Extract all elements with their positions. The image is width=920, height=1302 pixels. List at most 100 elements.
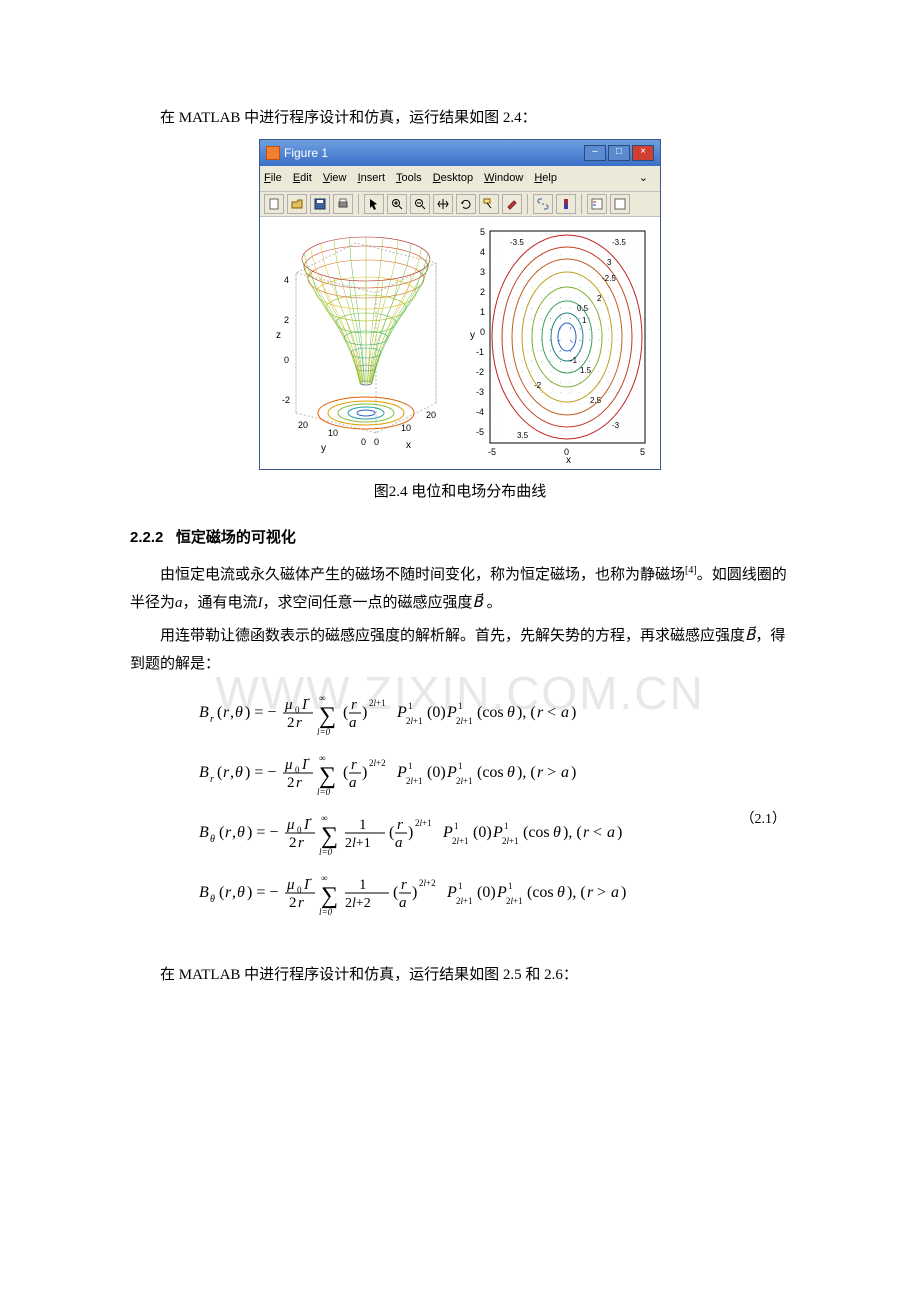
print-icon[interactable]: [333, 194, 353, 214]
svg-text:y: y: [470, 330, 475, 341]
section-number: 2.2.2: [130, 529, 163, 546]
svg-text:μ: μ: [286, 877, 295, 893]
svg-text:-2: -2: [282, 395, 290, 405]
svg-text:-3.5: -3.5: [510, 238, 524, 247]
menu-file[interactable]: File: [264, 172, 282, 184]
svg-text:r: r: [223, 704, 230, 721]
menu-view[interactable]: View: [323, 172, 347, 184]
svg-text:-3.5: -3.5: [612, 238, 626, 247]
svg-text:-2.5: -2.5: [602, 274, 616, 283]
hide-plot-icon[interactable]: [610, 194, 630, 214]
figure-caption: 图2.4 电位和电场分布曲线: [130, 478, 790, 507]
svg-text:r: r: [225, 824, 232, 841]
rotate-icon[interactable]: [456, 194, 476, 214]
svg-text:0: 0: [374, 437, 379, 447]
svg-text:1.5: 1.5: [580, 366, 592, 375]
svg-text:→: →: [304, 873, 314, 884]
svg-text:l=0: l=0: [319, 847, 333, 857]
svg-text:): ): [571, 704, 576, 721]
svg-text:-4: -4: [476, 407, 484, 417]
menu-help[interactable]: Help: [534, 172, 557, 184]
svg-text:→: →: [302, 753, 312, 764]
minimize-button[interactable]: –: [584, 145, 606, 161]
svg-text:(: (: [217, 704, 222, 721]
svg-text:,: ,: [232, 884, 236, 901]
svg-text:→: →: [302, 693, 312, 704]
insert-legend-icon[interactable]: [587, 194, 607, 214]
pan-icon[interactable]: [433, 194, 453, 214]
svg-text:1: 1: [508, 881, 513, 891]
link-icon[interactable]: [533, 194, 553, 214]
datacursor-icon[interactable]: [479, 194, 499, 214]
menu-window[interactable]: Window: [484, 172, 523, 184]
colorbar-icon[interactable]: [556, 194, 576, 214]
svg-text:,: ,: [230, 704, 234, 721]
intro-paragraph: 在 MATLAB 中进行程序设计和仿真，运行结果如图 2.4：: [130, 104, 790, 133]
svg-text:x: x: [566, 455, 571, 463]
pointer-icon[interactable]: [364, 194, 384, 214]
svg-text:→: →: [304, 813, 314, 824]
svg-text:) = −: ) = −: [245, 704, 276, 721]
svg-text:B: B: [199, 884, 209, 901]
svg-text:θ: θ: [235, 764, 243, 781]
svg-text:θ: θ: [507, 764, 515, 781]
svg-text:2: 2: [289, 895, 297, 911]
svg-text:4: 4: [284, 275, 289, 285]
svg-text:μ: μ: [284, 697, 293, 713]
zoom-out-icon[interactable]: [410, 194, 430, 214]
svg-text:∑: ∑: [321, 883, 338, 909]
svg-text:r: r: [223, 764, 230, 781]
svg-text:r: r: [298, 895, 304, 911]
menu-insert[interactable]: Insert: [358, 172, 386, 184]
svg-text:r: r: [351, 757, 357, 773]
save-icon[interactable]: [310, 194, 330, 214]
svg-text:3: 3: [480, 267, 485, 277]
figure-2-4: Figure 1 – □ × File Edit View Insert Too…: [130, 139, 790, 507]
svg-text:2l+1: 2l+1: [415, 818, 432, 828]
svg-text:∑: ∑: [321, 823, 338, 849]
open-icon[interactable]: [287, 194, 307, 214]
svg-text:r: r: [296, 775, 302, 791]
menu-desktop[interactable]: Desktop: [433, 172, 473, 184]
text: ，通有电流: [183, 595, 258, 611]
svg-text:(: (: [389, 824, 394, 841]
svg-text:,: ,: [230, 764, 234, 781]
window-title: Figure 1: [284, 142, 328, 165]
svg-text:a: a: [561, 704, 569, 721]
maximize-button[interactable]: □: [608, 145, 630, 161]
menu-bar: File Edit View Insert Tools Desktop Wind…: [260, 166, 660, 192]
svg-text:2: 2: [289, 835, 297, 851]
zoom-in-icon[interactable]: [387, 194, 407, 214]
svg-text:(cos: (cos: [523, 824, 550, 841]
new-icon[interactable]: [264, 194, 284, 214]
svg-text:B: B: [199, 824, 209, 841]
svg-text:∞: ∞: [321, 873, 327, 883]
svg-text:) = −: ) = −: [247, 884, 278, 901]
svg-text:r: r: [351, 697, 357, 713]
svg-text:): ): [621, 884, 626, 901]
close-button[interactable]: ×: [632, 145, 654, 161]
svg-text:θ: θ: [557, 884, 565, 901]
svg-text:(: (: [343, 764, 348, 781]
svg-text:0: 0: [361, 437, 366, 447]
svg-text:3.5: 3.5: [517, 431, 529, 440]
svg-text:θ: θ: [237, 824, 245, 841]
svg-text:-2: -2: [476, 367, 484, 377]
menu-edit[interactable]: Edit: [293, 172, 312, 184]
svg-text:r: r: [210, 714, 214, 725]
svg-text:l=0: l=0: [317, 787, 331, 797]
svg-text:∞: ∞: [321, 813, 327, 823]
menu-tools[interactable]: Tools: [396, 172, 422, 184]
svg-text:r: r: [397, 817, 403, 833]
svg-text:θ: θ: [210, 894, 215, 905]
svg-text:2l+1: 2l+1: [369, 698, 386, 708]
svg-text:0: 0: [480, 327, 485, 337]
brush-icon[interactable]: [502, 194, 522, 214]
svg-text:a: a: [561, 764, 569, 781]
svg-text:): ): [408, 824, 413, 841]
svg-text:1: 1: [359, 877, 367, 893]
svg-text:(0): (0): [427, 704, 446, 721]
svg-text:0.5: 0.5: [577, 304, 589, 313]
svg-text:1: 1: [458, 881, 463, 891]
paragraph-2: 用连带勒让德函数表示的磁感应强度的解析解。首先，先解矢势的方程，再求磁感应强度B…: [130, 622, 790, 679]
